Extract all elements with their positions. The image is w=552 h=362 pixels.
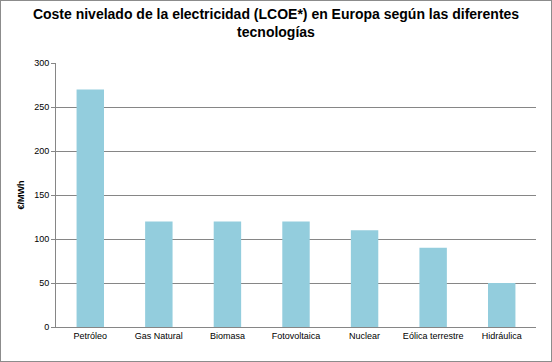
svg-text:Fotovoltaica: Fotovoltaica [272, 331, 321, 341]
svg-text:50: 50 [39, 278, 49, 288]
svg-text:300: 300 [34, 58, 49, 68]
svg-text:200: 200 [34, 146, 49, 156]
svg-text:Eólica terrestre: Eólica terrestre [403, 331, 464, 341]
svg-text:Nuclear: Nuclear [349, 331, 380, 341]
svg-text:€/MWh: €/MWh [16, 181, 26, 210]
svg-text:Gas Natural: Gas Natural [135, 331, 183, 341]
svg-text:Hidráulica: Hidráulica [482, 331, 522, 341]
svg-text:Coste nivelado de la electrici: Coste nivelado de la electricidad (LCOE*… [33, 6, 519, 40]
svg-text:Biomasa: Biomasa [210, 331, 245, 341]
svg-text:0: 0 [44, 322, 49, 332]
svg-text:150: 150 [34, 190, 49, 200]
svg-text:Petróleo: Petróleo [74, 331, 108, 341]
svg-text:250: 250 [34, 102, 49, 112]
svg-text:100: 100 [34, 234, 49, 244]
